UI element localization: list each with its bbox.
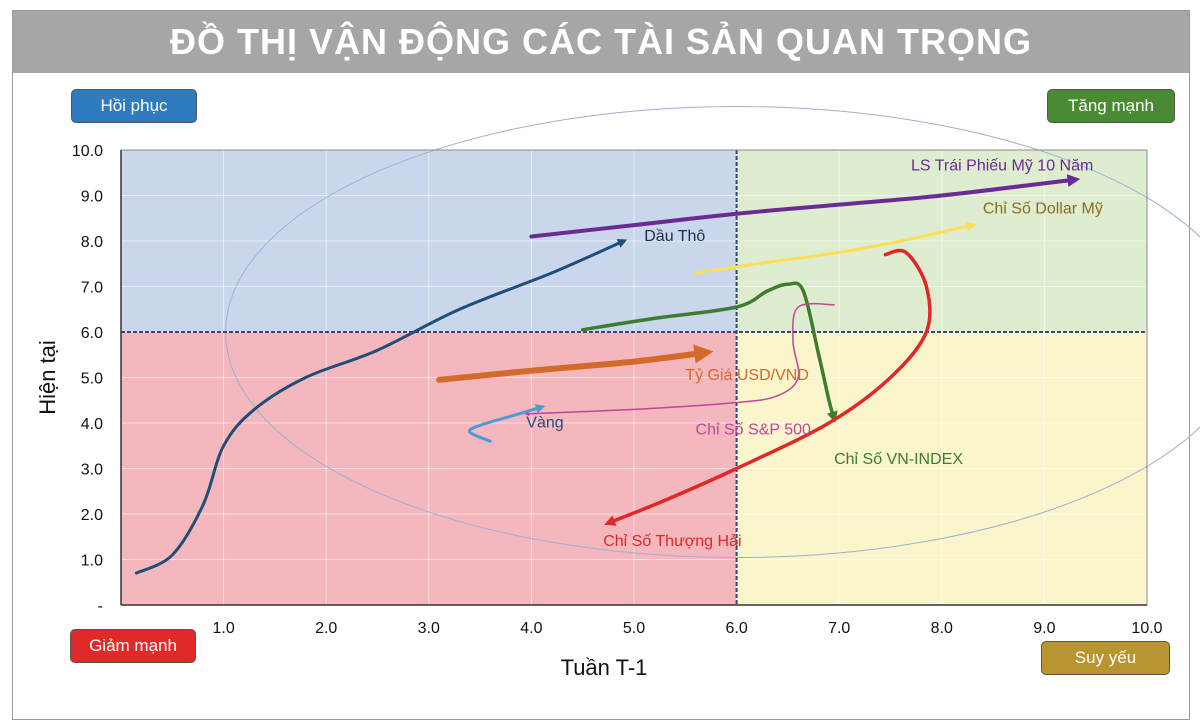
series-label: Dầu Thô	[644, 228, 705, 245]
quadrant-badge-weakening: Suy yếu	[1041, 641, 1170, 675]
series-label: Chỉ Số VN-INDEX	[834, 451, 963, 468]
x-tick-label: 1.0	[212, 620, 234, 637]
x-tick-label: 4.0	[520, 620, 542, 637]
series-label: Chỉ Số Thượng Hải	[603, 533, 741, 550]
series-line	[134, 238, 628, 575]
series-line	[529, 174, 1081, 239]
y-tick-label: 8.0	[81, 234, 103, 251]
series-line	[436, 344, 714, 383]
series-label: Tỷ Giá USD/VND	[685, 367, 809, 384]
series-labels: LS Trái Phiếu Mỹ 10 Năm Chỉ Số Dollar Mỹ D…	[526, 157, 1103, 549]
title-bar: ĐỒ THỊ VẬN ĐỘNG CÁC TÀI SẢN QUAN TRỌNG	[13, 11, 1189, 73]
x-tick-label: 5.0	[623, 620, 645, 637]
quadrant-badge-strong-rise: Tăng mạnh	[1047, 89, 1175, 123]
x-tick-label: 8.0	[931, 620, 953, 637]
chart-title: ĐỒ THỊ VẬN ĐỘNG CÁC TÀI SẢN QUAN TRỌNG	[170, 21, 1032, 62]
quadrant-label-recovering: Hồi phục	[100, 96, 168, 115]
y-tick-label: 5.0	[81, 371, 103, 388]
x-tick-label: 3.0	[418, 620, 440, 637]
series-label: Vàng	[526, 415, 563, 432]
series-line	[604, 248, 932, 526]
axes: 1.0 2.0 3.0 4.0 5.0 6.0 7.0 8.0 9.0 10.0 - 1.0 2.0 3.…	[35, 143, 1163, 680]
y-tick-label: 6.0	[81, 325, 103, 342]
series-line	[694, 221, 977, 275]
series-label: Chỉ Số Dollar Mỹ	[983, 201, 1103, 218]
x-tick-label: 7.0	[828, 620, 850, 637]
series-label: Chỉ Số S&P 500	[696, 421, 811, 438]
y-tick-label: 2.0	[81, 507, 103, 524]
quadrant-label-weakening: Suy yếu	[1074, 648, 1137, 667]
y-tick-label: 1.0	[81, 553, 103, 570]
x-tick-label: 2.0	[315, 620, 337, 637]
y-tick-label: -	[98, 598, 103, 615]
series-lines	[134, 174, 1081, 575]
quadrant-badge-recovering: Hồi phục	[71, 89, 197, 123]
y-tick-label: 10.0	[72, 143, 103, 160]
series-line	[468, 404, 546, 443]
x-tick-label: 9.0	[1033, 620, 1055, 637]
series-line	[580, 281, 838, 423]
y-tick-label: 7.0	[81, 280, 103, 297]
y-axis-title: Hiện tại	[35, 340, 60, 415]
quadrant-label-sharp-fall: Giảm mạnh	[89, 636, 177, 655]
y-tick-label: 3.0	[81, 462, 103, 479]
quadrant-label-strong-rise: Tăng mạnh	[1068, 96, 1154, 115]
x-tick-label: 6.0	[725, 620, 747, 637]
x-tick-label: 10.0	[1131, 620, 1162, 637]
series-line	[524, 302, 835, 417]
series-label: LS Trái Phiếu Mỹ 10 Năm	[911, 157, 1093, 174]
x-axis-title: Tuần T-1	[561, 655, 648, 680]
y-tick-label: 9.0	[81, 189, 103, 206]
center-lines	[121, 150, 1147, 605]
quadrant-badge-sharp-fall: Giảm mạnh	[70, 629, 196, 663]
y-tick-label: 4.0	[81, 416, 103, 433]
